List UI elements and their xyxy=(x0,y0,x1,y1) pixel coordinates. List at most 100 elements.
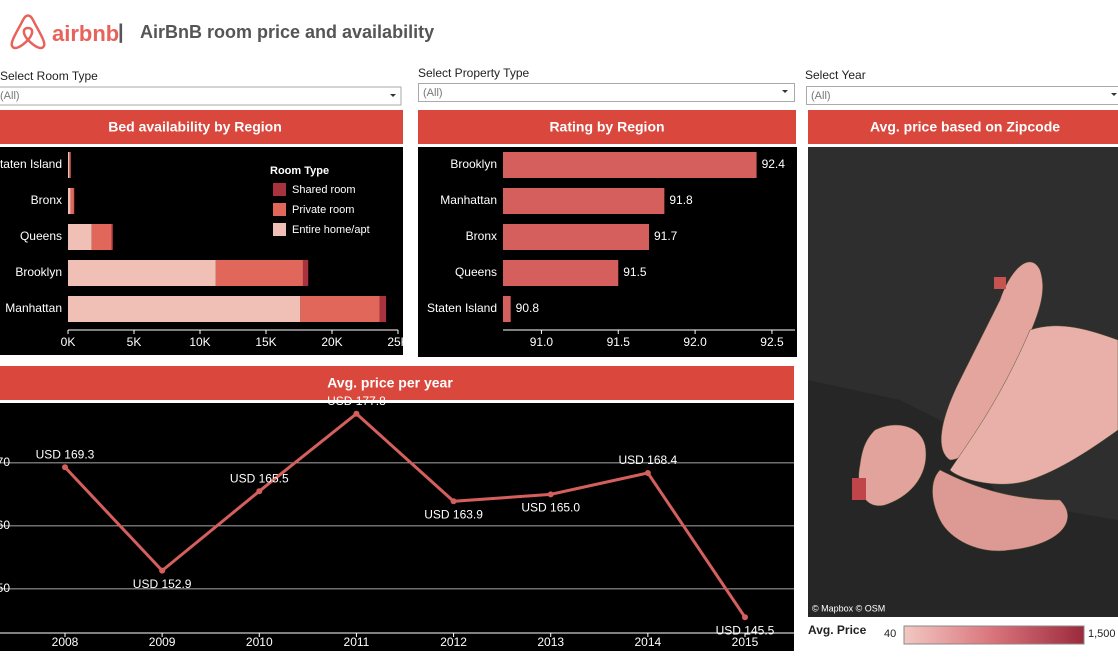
legend-max: 1,500 xyxy=(1088,628,1116,640)
x-tick-label: 2013 xyxy=(537,635,564,649)
bar xyxy=(503,296,511,322)
y-tick-label: Queens xyxy=(455,265,497,279)
panel-title: Rating by Region xyxy=(549,119,664,135)
y-tick-label: Queens xyxy=(20,229,62,243)
data-label: 90.8 xyxy=(516,301,540,315)
bar-segment xyxy=(68,224,92,250)
data-label: USD 145.5 xyxy=(716,623,775,637)
panel-header xyxy=(0,110,403,144)
legend-swatch xyxy=(273,203,286,216)
dashboard-title: AirBnB room price and availability xyxy=(140,22,434,42)
x-tick-label: 2008 xyxy=(52,635,79,649)
legend-swatch xyxy=(273,183,286,196)
region-high xyxy=(852,478,866,500)
x-tick-label: 2012 xyxy=(440,635,467,649)
legend-title: Avg. Price xyxy=(808,623,867,637)
x-tick-label: 2011 xyxy=(344,635,370,649)
x-tick-label: 2010 xyxy=(246,635,273,649)
bar-segment xyxy=(70,188,74,214)
dropdown-arrow xyxy=(782,90,788,93)
x-tick-label: 92.5 xyxy=(760,335,784,349)
x-tick-label: 91.5 xyxy=(607,335,631,349)
y-tick-label: Bronx xyxy=(466,229,497,243)
x-tick-label: 5K xyxy=(127,335,142,349)
point xyxy=(450,498,457,505)
logo-text: airbnb xyxy=(52,21,119,46)
bar xyxy=(503,152,757,178)
point xyxy=(159,567,166,574)
y-tick-label: Staten Island xyxy=(0,157,62,171)
x-tick-label: 91.0 xyxy=(530,335,554,349)
filter-label: Select Room Type xyxy=(0,69,98,83)
panel-title: Avg. price based on Zipcode xyxy=(870,119,1060,135)
data-label: USD 163.9 xyxy=(424,507,483,521)
x-tick-label: 92.0 xyxy=(683,335,707,349)
panel-header xyxy=(418,110,796,144)
legend-swatch xyxy=(273,223,286,236)
logo-icon xyxy=(10,14,46,50)
bar-segment xyxy=(379,296,387,322)
x-tick-label: 0K xyxy=(61,335,76,349)
region-staten-island xyxy=(858,424,927,507)
filter-label: Select Property Type xyxy=(418,66,529,80)
x-tick-label: 10K xyxy=(189,335,210,349)
point xyxy=(742,614,748,621)
legend-label: Shared room xyxy=(292,184,356,196)
panel-title: Bed availability by Region xyxy=(108,119,282,135)
legend-gradient xyxy=(903,625,1085,645)
panel-header xyxy=(808,110,1118,144)
point xyxy=(256,488,263,495)
legend-label: Entire home/apt xyxy=(292,224,370,236)
point xyxy=(62,464,68,471)
point xyxy=(644,469,651,476)
data-label: USD 168.4 xyxy=(619,453,678,467)
point xyxy=(353,410,360,417)
bar-segment xyxy=(91,224,112,250)
bar-segment xyxy=(69,152,71,178)
y-tick-label: Brooklyn xyxy=(15,265,62,279)
data-label: USD 169.3 xyxy=(36,447,95,461)
bar-segment xyxy=(111,224,113,250)
y-tick-label: 160 xyxy=(0,518,10,532)
bar-segment xyxy=(215,260,303,286)
filter-select[interactable] xyxy=(806,86,1118,105)
separator: | xyxy=(118,21,124,43)
panel-body xyxy=(418,147,797,357)
bar xyxy=(503,260,619,286)
y-tick-label: 150 xyxy=(0,581,10,595)
data-label: 92.4 xyxy=(762,157,786,171)
panel-body xyxy=(0,403,794,651)
filter-value: (All) xyxy=(811,90,831,102)
x-tick-label: 2015 xyxy=(732,635,759,649)
x-tick-label: 2009 xyxy=(149,635,176,649)
data-label: USD 165.5 xyxy=(230,471,289,485)
panel-title: Avg. price per year xyxy=(327,375,453,391)
data-label: USD 177.8 xyxy=(327,394,386,408)
legend-min: 40 xyxy=(884,628,896,640)
legend-title: Room Type xyxy=(270,165,329,177)
x-tick-label: 2014 xyxy=(635,635,662,649)
bar-segment xyxy=(300,296,380,322)
point xyxy=(547,491,554,498)
y-tick-label: Staten Island xyxy=(427,301,497,315)
region-queens xyxy=(949,325,1118,485)
filter-label: Select Year xyxy=(805,68,866,82)
y-tick-label: Brooklyn xyxy=(450,157,497,171)
panel-header xyxy=(0,366,794,400)
bar-segment xyxy=(68,260,216,286)
bar-segment xyxy=(68,152,70,178)
filter-select[interactable] xyxy=(0,86,402,106)
legend-label: Private room xyxy=(292,204,354,216)
bar xyxy=(503,224,649,250)
bar xyxy=(503,188,665,214)
x-tick-label: 15K xyxy=(255,335,276,349)
y-tick-label: Manhattan xyxy=(440,193,497,207)
bar-segment xyxy=(302,260,309,286)
bar-segment xyxy=(68,188,71,214)
map: © Mapbox © OSM Avg. Price 40 1,500 xyxy=(808,147,1118,645)
y-tick-label: Bronx xyxy=(31,193,62,207)
data-label: USD 165.0 xyxy=(521,501,580,515)
filter-select[interactable] xyxy=(418,83,795,102)
